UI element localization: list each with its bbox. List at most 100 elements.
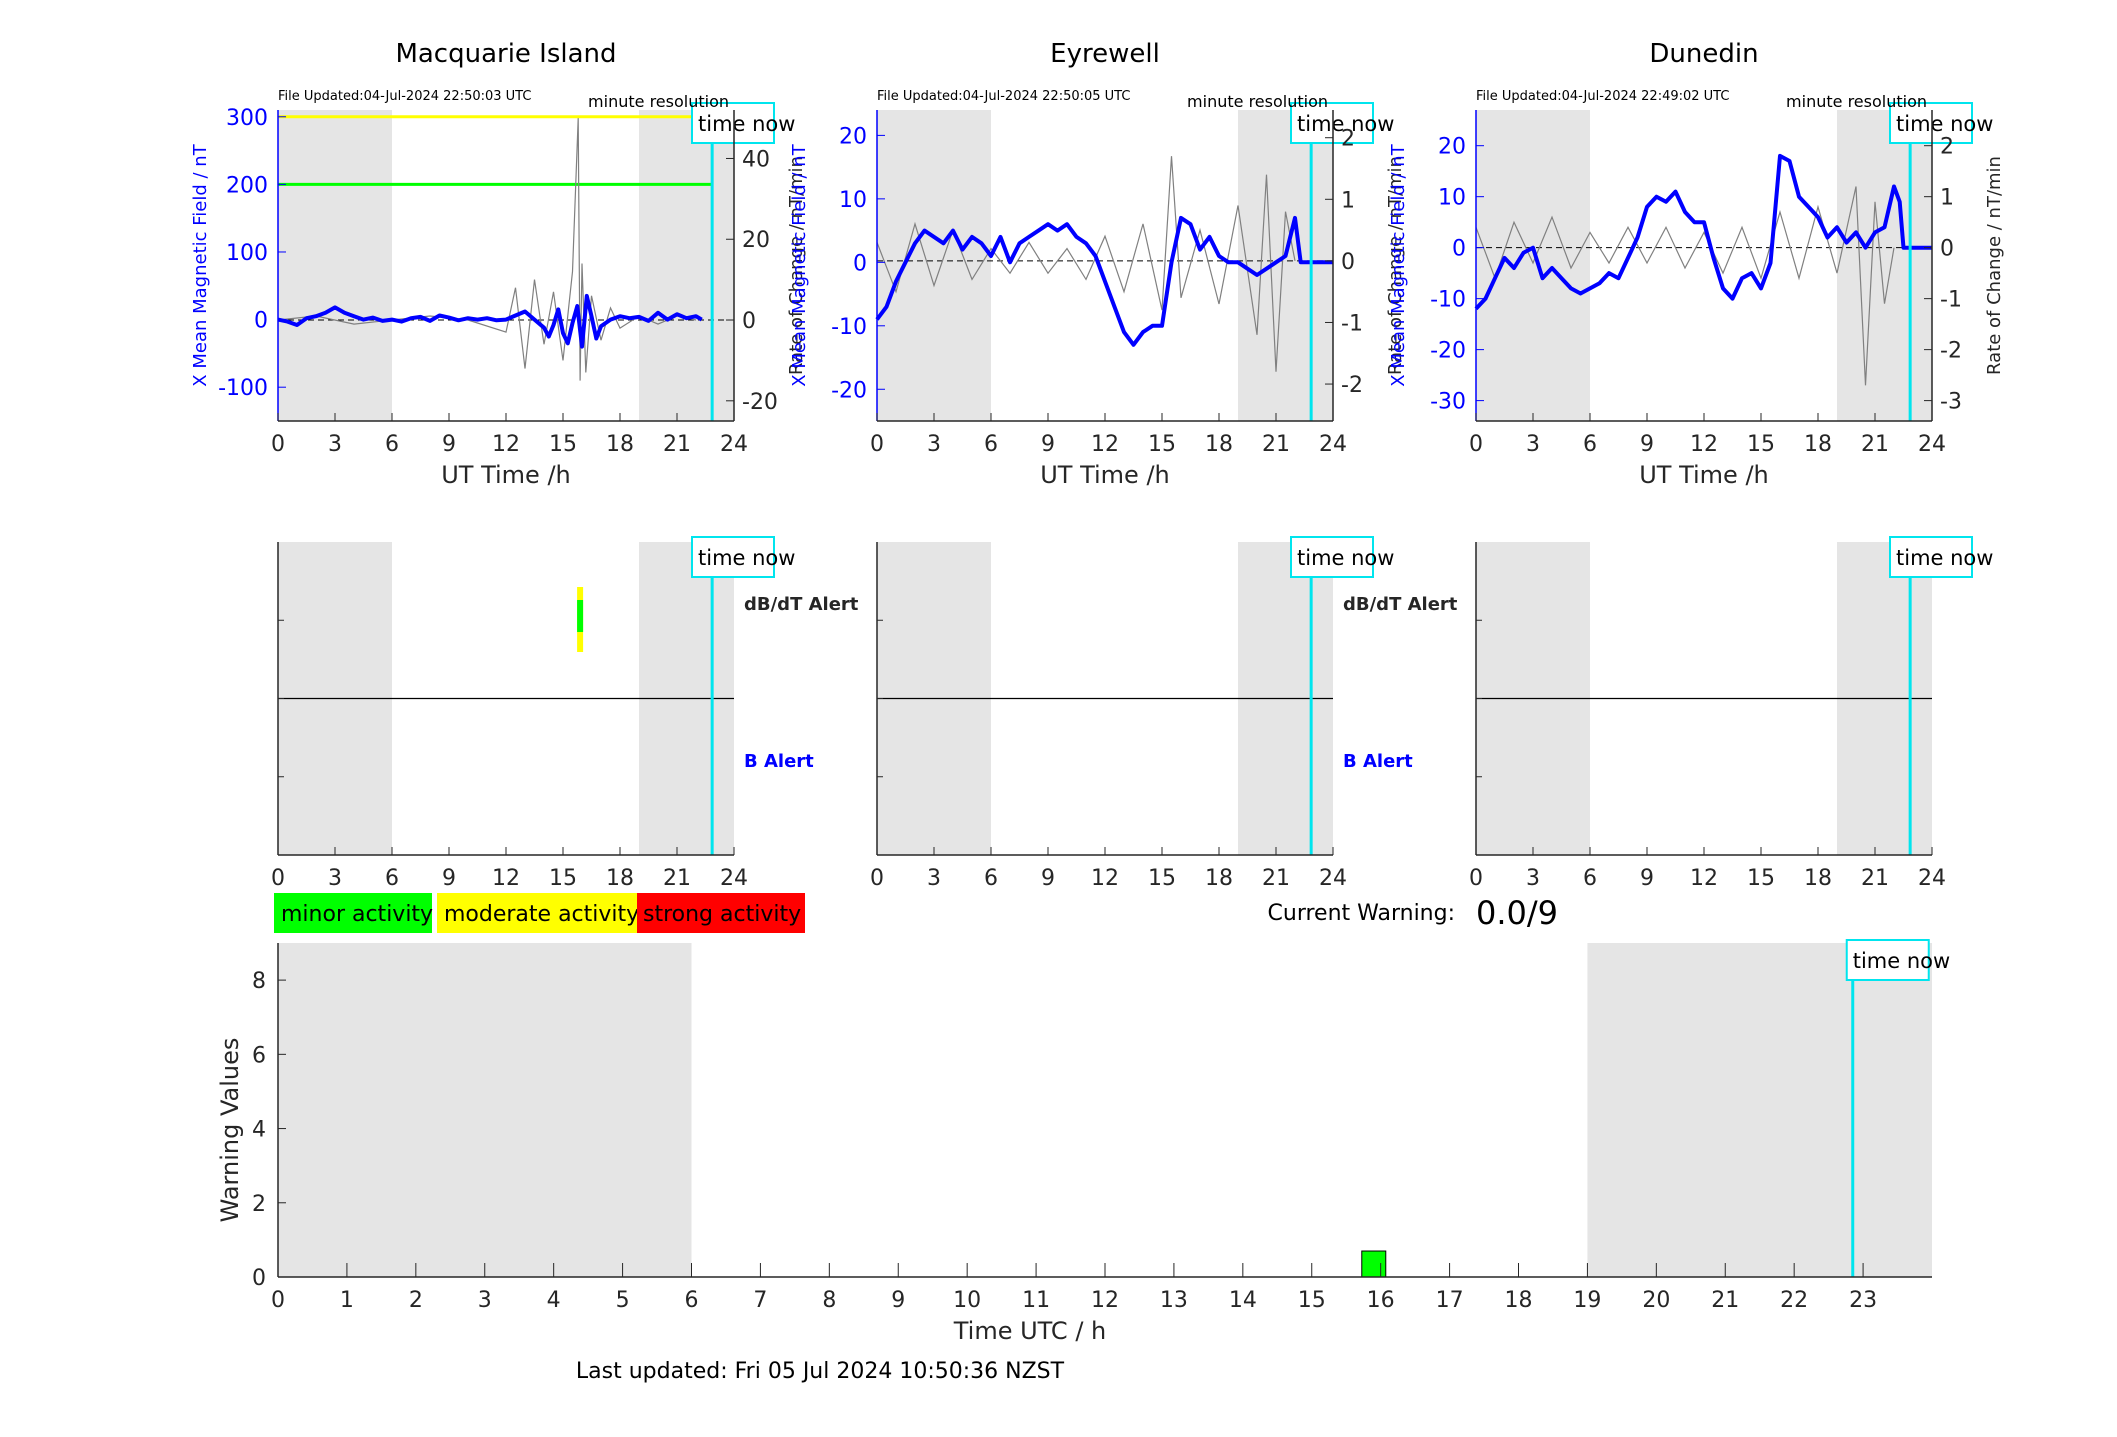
y-left-tick-label: -10	[1430, 288, 1466, 313]
y-left-tick-label: 100	[226, 241, 268, 266]
shaded-region-0	[278, 943, 692, 1277]
activity-legend: minor activity moderate activity strong …	[274, 893, 805, 933]
mean-field-series	[1474, 153, 1932, 311]
shaded-region-0	[877, 110, 991, 421]
shaded-region-1	[1238, 110, 1333, 421]
x-axis-label: UT Time /h	[1639, 461, 1769, 489]
x-tick-label: 9	[1041, 866, 1055, 891]
x-tick-label: 13	[1160, 1288, 1188, 1313]
x-tick-label: 12	[492, 432, 520, 457]
y-left-tick-label: -20	[831, 378, 867, 403]
x-tick-label: 24	[1918, 866, 1946, 891]
current-warning-value: 0.0/9	[1476, 894, 1558, 932]
y-left-tick-label: 10	[1438, 186, 1466, 211]
y-left-axis-label: X Mean Magnetic Field / nT	[789, 143, 810, 386]
x-tick-label: 24	[720, 432, 748, 457]
x-tick-label: 12	[1091, 432, 1119, 457]
y-right-tick-label: -2	[1940, 339, 1962, 364]
x-tick-label: 12	[492, 866, 520, 891]
y-right-tick-label: 0	[1341, 250, 1355, 275]
legend-minor-label: minor activity	[281, 902, 433, 927]
last-updated-text: Last updated: Fri 05 Jul 2024 10:50:36 N…	[576, 1359, 1065, 1384]
x-tick-label: 8	[822, 1288, 836, 1313]
time-now-label: time now	[698, 546, 795, 570]
file-updated-text: File Updated:04-Jul-2024 22:50:05 UTC	[877, 89, 1130, 104]
y-right-axis-label: Rate of Change / nT/min	[1385, 156, 1406, 375]
x-tick-label: 18	[1804, 432, 1832, 457]
shaded-region-0	[1476, 110, 1590, 421]
x-tick-label: 18	[606, 866, 634, 891]
y-left-tick-label: 0	[853, 251, 867, 276]
y-right-tick-label: 0	[742, 309, 756, 334]
y-left-tick-label: 20	[1438, 135, 1466, 160]
x-tick-label: 7	[753, 1288, 767, 1313]
y-right-axis-label: Rate of Change / nT/min	[786, 156, 807, 375]
x-tick-label: 6	[984, 432, 998, 457]
y-right-tick-label: -1	[1341, 311, 1363, 336]
y-right-tick-label: 0	[1940, 237, 1954, 262]
x-tick-label: 3	[478, 1288, 492, 1313]
file-updated-text: File Updated:04-Jul-2024 22:49:02 UTC	[1476, 89, 1729, 104]
x-tick-label: 0	[271, 1288, 285, 1313]
x-tick-label: 18	[1804, 866, 1832, 891]
y-tick-label: 8	[252, 969, 266, 994]
x-tick-label: 0	[870, 866, 884, 891]
x-tick-label: 18	[606, 432, 634, 457]
x-tick-label: 10	[953, 1288, 981, 1313]
x-tick-label: 3	[1526, 432, 1540, 457]
time-now-label: time now	[1853, 949, 1950, 973]
x-tick-label: 9	[891, 1288, 905, 1313]
x-tick-label: 3	[927, 866, 941, 891]
x-axis-label: Time UTC / h	[953, 1317, 1107, 1345]
station-chart-1: time now -100 0 100 200 300 -20 0 20 40 0 3 6 9 12 15 18…	[190, 39, 807, 489]
x-tick-label: 15	[549, 432, 577, 457]
x-tick-label: 0	[271, 432, 285, 457]
resolution-label: minute resolution	[1187, 92, 1328, 111]
station-title: Macquarie Island	[395, 39, 616, 69]
shaded-region-1	[639, 110, 734, 421]
x-tick-label: 15	[1298, 1288, 1326, 1313]
y-right-axis-label: Rate of Change / nT/min	[1984, 156, 2005, 375]
y-tick-label: 6	[252, 1043, 266, 1068]
legend-moderate-swatch	[437, 893, 637, 933]
x-tick-label: 12	[1690, 866, 1718, 891]
x-tick-label: 3	[328, 432, 342, 457]
x-tick-label: 6	[1583, 866, 1597, 891]
x-tick-label: 24	[1319, 866, 1347, 891]
x-tick-label: 3	[328, 866, 342, 891]
y-left-tick-label: 0	[254, 309, 268, 334]
alert-panel-2: time now 0 3 6 9 12 15 18 21 24 dB/dT Alert B Alert	[870, 536, 1458, 891]
x-tick-label: 12	[1690, 432, 1718, 457]
time-now-box	[1889, 536, 1973, 578]
y-left-tick-label: -30	[1430, 390, 1466, 415]
rate-of-change-series	[1475, 186, 1895, 386]
y-right-tick-label: 1	[1940, 186, 1954, 211]
x-tick-label: 21	[1861, 866, 1889, 891]
y-left-tick-label: 300	[226, 106, 268, 131]
x-tick-label: 21	[1711, 1288, 1739, 1313]
x-tick-label: 1	[340, 1288, 354, 1313]
mean-field-series	[875, 215, 1333, 347]
x-axis-label: UT Time /h	[1040, 461, 1170, 489]
time-now-box	[1290, 102, 1374, 144]
alert-panel-3: time now 0 3 6 9 12 15 18 21 24	[1469, 536, 1993, 891]
x-tick-label: 21	[1262, 866, 1290, 891]
x-tick-label: 14	[1229, 1288, 1257, 1313]
time-now-label: time now	[1297, 546, 1394, 570]
y-left-tick-label: 20	[839, 124, 867, 149]
x-tick-label: 24	[1319, 432, 1347, 457]
time-now-label: time now	[1297, 112, 1394, 136]
y-left-axis-label: X Mean Magnetic Field / nT	[190, 143, 211, 386]
station-title: Dunedin	[1649, 39, 1758, 69]
x-tick-label: 0	[1469, 866, 1483, 891]
x-tick-label: 15	[1747, 866, 1775, 891]
x-tick-label: 4	[547, 1288, 561, 1313]
x-tick-label: 24	[1918, 432, 1946, 457]
dbdt-alert-label: dB/dT Alert	[1343, 594, 1458, 615]
y-tick-label: 4	[252, 1118, 266, 1143]
warning-bar	[1361, 1250, 1387, 1278]
y-right-tick-label: 2	[1341, 127, 1355, 152]
